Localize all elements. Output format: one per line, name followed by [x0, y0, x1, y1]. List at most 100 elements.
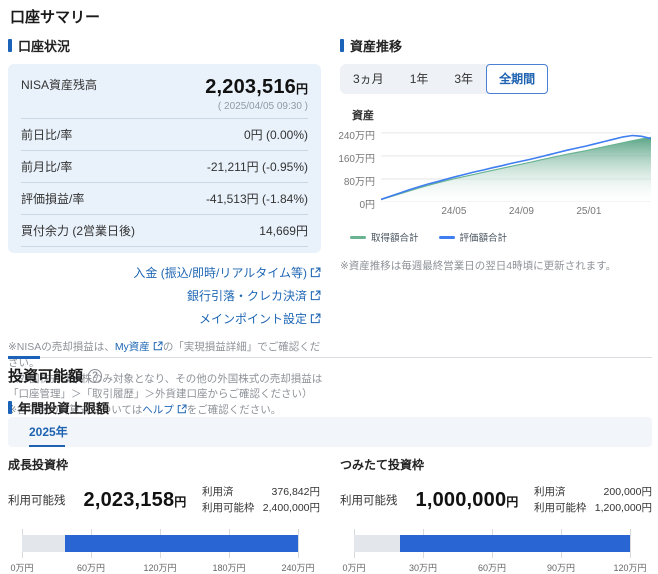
row-label: 前日比/率	[21, 128, 73, 142]
account-status-section: 口座状況 NISA資産残高 2,203,516円 ( 2025/04/05 09…	[8, 36, 324, 419]
chart-x-tick: 24/09	[508, 206, 534, 217]
account-status-header-label: 口座状況	[18, 39, 71, 54]
chart-x-labels: 24/05 24/09 25/01	[381, 206, 651, 218]
chart-y-tick: 160万円	[338, 153, 375, 165]
bar-scale-label: 240万円	[281, 563, 315, 573]
bar-scale-label: 120万円	[143, 563, 177, 573]
available-label: 利用可能残	[8, 495, 66, 507]
row-value: -41,513円 (-1.84%)	[205, 192, 308, 206]
limit-label: 利用可能枠	[202, 502, 255, 514]
limit-value: 1,200,000円	[594, 502, 652, 514]
table-row: 買付余力 (2営業日後) 14,669円	[21, 215, 308, 247]
quota-name: 成長投資枠	[8, 458, 69, 472]
tab-3年[interactable]: 3年	[454, 72, 474, 86]
nisa-balance-value: 2,203,516	[205, 76, 296, 98]
quota-stats: 利用可能残 1,000,000円 利用済 200,000円 利用可能枠 1,200,…	[340, 484, 652, 516]
asset-trend-header-label: 資産推移	[350, 39, 403, 54]
asset-trend-note: ※資産推移は毎週最終営業日の翌日4時頃に更新されます。	[340, 260, 617, 272]
quota-name: つみたて投資枠	[340, 458, 425, 472]
footnotes: ※NISAの売却損益は、My資産 の「実現損益詳細」でご確認ください。 （外国株式…	[8, 340, 324, 419]
section-accent-bar	[8, 39, 12, 52]
row-value: -21,211円 (-0.95%)	[206, 160, 308, 174]
deposit-link[interactable]: 入金 (振込/即時/リアルタイム等)	[8, 262, 321, 285]
legend-swatch	[350, 235, 366, 239]
investable-title: 投資可能額 ?	[8, 365, 103, 386]
section-accent-bar	[340, 39, 344, 52]
asset-trend-header: 資産推移	[340, 36, 652, 55]
quick-links: 入金 (振込/即時/リアルタイム等) 銀行引落・クレカ決済 メインポイント設定	[8, 262, 321, 331]
table-row: NISA資産残高 2,203,516円 ( 2025/04/05 09:30 )	[21, 66, 308, 119]
bar-scale-label: 0万円	[10, 563, 34, 573]
bar-tick	[630, 529, 631, 558]
row-value: 0円 (0.00%)	[243, 128, 308, 142]
legend-swatch	[438, 235, 455, 239]
chart-axis-title: 資産	[352, 110, 374, 122]
tab-3ヵ月[interactable]: 3ヵ月	[353, 72, 384, 86]
used-value: 376,842円	[271, 486, 320, 498]
chart-y-tick: 0円	[359, 200, 375, 211]
help-link[interactable]: ヘルプ	[142, 404, 174, 416]
bar-scale-label: 60万円	[76, 563, 106, 573]
legend-label: 取得額合計	[371, 233, 419, 244]
main-point-settings-link[interactable]: メインポイント設定	[8, 308, 321, 331]
external-link-icon	[310, 313, 321, 324]
page-title: 口座サマリー	[10, 9, 101, 26]
annual-limit-header-label: 年間投資上限額	[18, 401, 110, 416]
chart-legend: 取得額合計 評価額合計	[350, 230, 652, 244]
year-tab-underline	[29, 445, 65, 447]
bar-fill	[400, 535, 630, 552]
chart-x-tick: 25/01	[576, 206, 602, 217]
table-row: 前月比/率 -21,211円 (-0.95%)	[21, 151, 308, 183]
bar-scale-label: 30万円	[408, 563, 438, 573]
quota-progress: 0万円 30万円 60万円 90万円 120万円	[342, 529, 647, 573]
external-link-icon	[310, 290, 321, 301]
bar-fill	[65, 535, 298, 552]
legend-label: 評価額合計	[459, 233, 508, 244]
chart-y-tick: 80万円	[343, 176, 375, 188]
bar-scale-label: 0万円	[342, 563, 366, 573]
growth-quota-block: 成長投資枠 利用可能残 2,023,158円 利用済 376,842円 利用可能枠…	[8, 456, 320, 573]
chart-y-labels: 240万円 160万円 80万円 0円	[338, 126, 377, 211]
bar-tick	[298, 529, 299, 558]
row-label: 評価損益/率	[21, 192, 85, 206]
limit-label: 利用可能枠	[534, 502, 587, 514]
section-divider	[8, 357, 652, 358]
footnote-text: （外国株式は米株のみ対象となり、その他の外国株式の売却損益は「口座管理」＞「取引…	[8, 372, 323, 401]
external-link-icon	[177, 404, 187, 414]
available-value: 1,000,000円	[415, 488, 519, 511]
row-value: 14,669円	[259, 224, 308, 238]
asset-chart: 240万円 160万円 80万円 0円 24/05 24/09 25/01	[338, 126, 652, 222]
bar-scale-label: 120万円	[613, 563, 647, 573]
nisa-balance-unit: 円	[295, 82, 308, 96]
footnote-text: ※各項目の計算式については	[8, 404, 143, 416]
external-link-icon	[310, 267, 321, 278]
quota-progress: 0万円 60万円 120万円 180万円 240万円	[10, 529, 315, 573]
used-value: 200,000円	[603, 486, 652, 498]
table-row: 前日比/率 0円 (0.00%)	[21, 119, 308, 151]
period-tabs: 3ヵ月 1年 3年 全期間	[340, 64, 549, 94]
account-status-panel: NISA資産残高 2,203,516円 ( 2025/04/05 09:30 )…	[8, 64, 321, 253]
tab-1年[interactable]: 1年	[409, 72, 429, 86]
tab-全期間[interactable]: 全期間	[486, 64, 549, 94]
footnote-text: をご確認ください。	[186, 404, 282, 416]
tab-2025[interactable]: 2025年	[29, 425, 68, 439]
bar-scale-label: 90万円	[546, 563, 576, 573]
investable-title-label: 投資可能額	[8, 368, 84, 385]
used-label: 利用済	[534, 486, 566, 498]
footnote-text: の「実現損益詳細」でご確認ください。	[8, 341, 321, 369]
chart-x-tick: 24/05	[441, 206, 467, 217]
my-assets-link[interactable]: My資産	[114, 341, 150, 353]
section-divider-accent	[8, 356, 40, 359]
asset-trend-section: 資産推移 3ヵ月 1年 3年 全期間 資産 240万円 160万円 80万円 0円 24/0…	[338, 36, 652, 273]
legend-item: 取得額合計	[350, 230, 419, 244]
bank-debit-link[interactable]: 銀行引落・クレカ決済	[8, 285, 321, 308]
help-icon[interactable]: ?	[88, 368, 103, 383]
legend-item: 評価額合計	[438, 230, 508, 244]
quota-stats: 利用可能残 2,023,158円 利用済 376,842円 利用可能枠 2,400,…	[8, 484, 320, 516]
bar-scale-label: 180万円	[212, 563, 246, 573]
row-label: 前月比/率	[21, 160, 73, 174]
tsumitate-quota-block: つみたて投資枠 利用可能残 1,000,000円 利用済 200,000円 利用可…	[340, 456, 652, 573]
account-status-header: 口座状況	[8, 36, 321, 55]
row-label: NISA資産残高	[21, 78, 98, 92]
year-tab-bar: 2025年	[8, 417, 652, 447]
